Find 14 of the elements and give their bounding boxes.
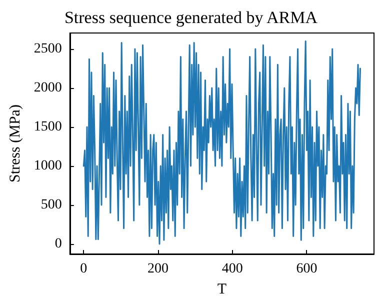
y-axis-title: Stress (MPa) [8, 104, 24, 182]
y-tick-label: 2000 [34, 80, 62, 96]
y-tick-label: 2500 [34, 41, 62, 56]
x-tick-label: 400 [222, 262, 243, 276]
x-tick-label: 0 [80, 262, 88, 276]
y-tick-label: 500 [40, 198, 62, 213]
chart-title: Stress sequence generated by ARMA [64, 8, 318, 27]
y-tick-label: 0 [54, 236, 62, 252]
x-tick-label: 200 [148, 262, 169, 276]
y-tick-label: 1000 [34, 158, 62, 174]
x-tick-label: 600 [296, 262, 318, 276]
y-tick-label: 1500 [34, 120, 62, 134]
x-axis-title: T [217, 282, 227, 298]
line-series [82, 40, 361, 245]
